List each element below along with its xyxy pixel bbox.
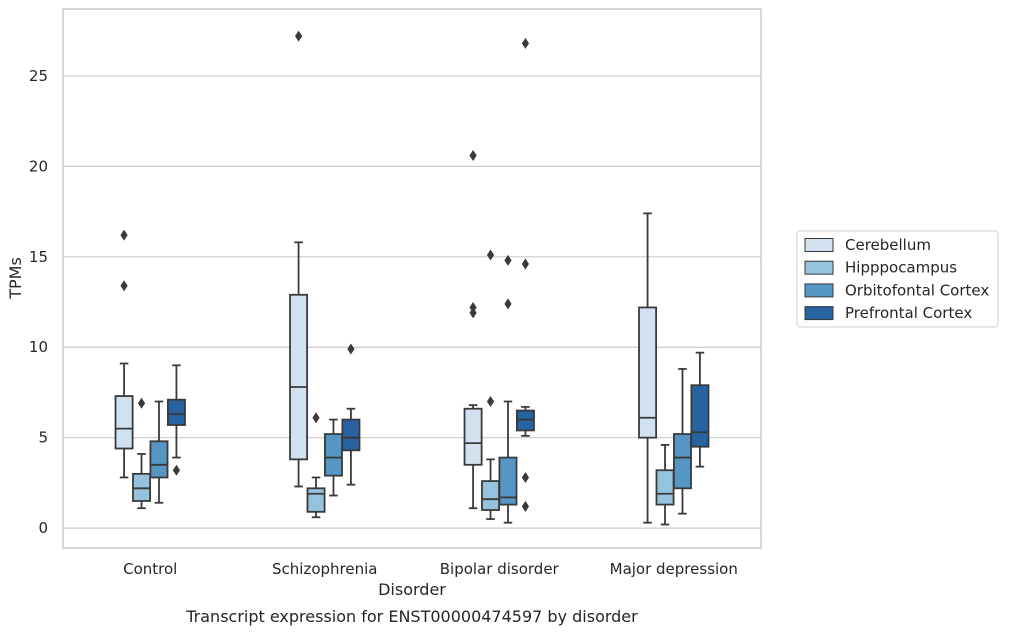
legend-swatch [804, 306, 834, 321]
box-body [515, 409, 535, 432]
outlier-point [347, 343, 355, 355]
legend-label: Prefrontal Cortex [845, 304, 972, 322]
box-group [515, 37, 535, 512]
legend-frame [796, 230, 999, 328]
legend-label: Hipppocampus [845, 259, 957, 277]
x-tick-label: Control [123, 560, 177, 578]
x-axis-label: Disorder [378, 580, 446, 599]
outlier-point [521, 258, 530, 270]
y-tick-label: 10 [29, 338, 48, 356]
legend-label: Cerebellum [845, 236, 931, 254]
x-tick-label: Bipolar disorder [440, 560, 560, 578]
y-tick-label: 20 [29, 157, 48, 175]
box-body [498, 456, 518, 506]
outlier-point [469, 150, 477, 162]
box-body [673, 433, 692, 490]
box-body [481, 480, 500, 511]
box-group [690, 351, 710, 468]
outlier-point [120, 280, 128, 292]
box-group [114, 229, 134, 479]
box-body [289, 293, 309, 461]
box-group [166, 364, 186, 476]
box-group [481, 249, 500, 520]
legend-swatch [804, 238, 834, 252]
box-group [498, 254, 518, 524]
outlier-point [469, 301, 477, 313]
box-group [306, 412, 326, 519]
outlier-point [294, 30, 303, 42]
y-tick-label: 25 [29, 67, 48, 85]
box-body [690, 384, 710, 448]
outlier-point [504, 298, 512, 310]
legend: Cerebellum Hipppocampus Orbitofontal Corte… [796, 230, 999, 328]
box-body [341, 418, 361, 452]
x-tick-label: Schizophrenia [272, 560, 377, 578]
x-tick-labels: Control Schizophrenia Bipolar disorder Majo… [123, 560, 738, 578]
box-body [638, 306, 658, 439]
box-layer [114, 30, 710, 526]
box-group [324, 418, 343, 497]
box-group [655, 444, 675, 526]
outlier-point [120, 229, 128, 241]
box-body [132, 472, 151, 502]
legend-swatch [804, 283, 834, 298]
plot-frame [62, 8, 762, 549]
y-axis-label: TPMs [6, 257, 25, 300]
outlier-point [172, 464, 181, 476]
y-tick-labels: 0 5 10 15 20 25 [29, 67, 48, 537]
box-body [324, 433, 343, 477]
box-group [463, 150, 483, 510]
legend-swatch [804, 260, 834, 275]
outlier-point [486, 249, 495, 261]
box-group [149, 400, 169, 504]
chart-caption: Transcript expression for ENST0000047459… [185, 607, 638, 626]
box-body [463, 407, 483, 466]
box-group [341, 343, 361, 486]
outlier-point [312, 412, 320, 424]
outlier-point [521, 471, 530, 483]
outlier-point [521, 500, 530, 512]
box-group [673, 368, 692, 515]
legend-label: Orbitofontal Cortex [845, 281, 989, 299]
y-tick-label: 0 [38, 519, 48, 537]
x-tick-label: Major depression [610, 560, 738, 578]
box-body [166, 398, 186, 426]
grid-layer [63, 75, 761, 529]
y-tick-label: 15 [29, 248, 48, 266]
box-group [289, 30, 309, 488]
box-body [655, 469, 675, 506]
y-tick-label: 5 [38, 429, 48, 447]
outlier-point [504, 254, 512, 266]
box-group [132, 397, 151, 510]
box-body [114, 395, 134, 450]
outlier-point [486, 395, 495, 407]
outlier-point [521, 37, 530, 49]
box-body [149, 440, 169, 479]
box-group [638, 212, 658, 524]
box-body [306, 487, 326, 513]
outlier-point [137, 397, 146, 409]
